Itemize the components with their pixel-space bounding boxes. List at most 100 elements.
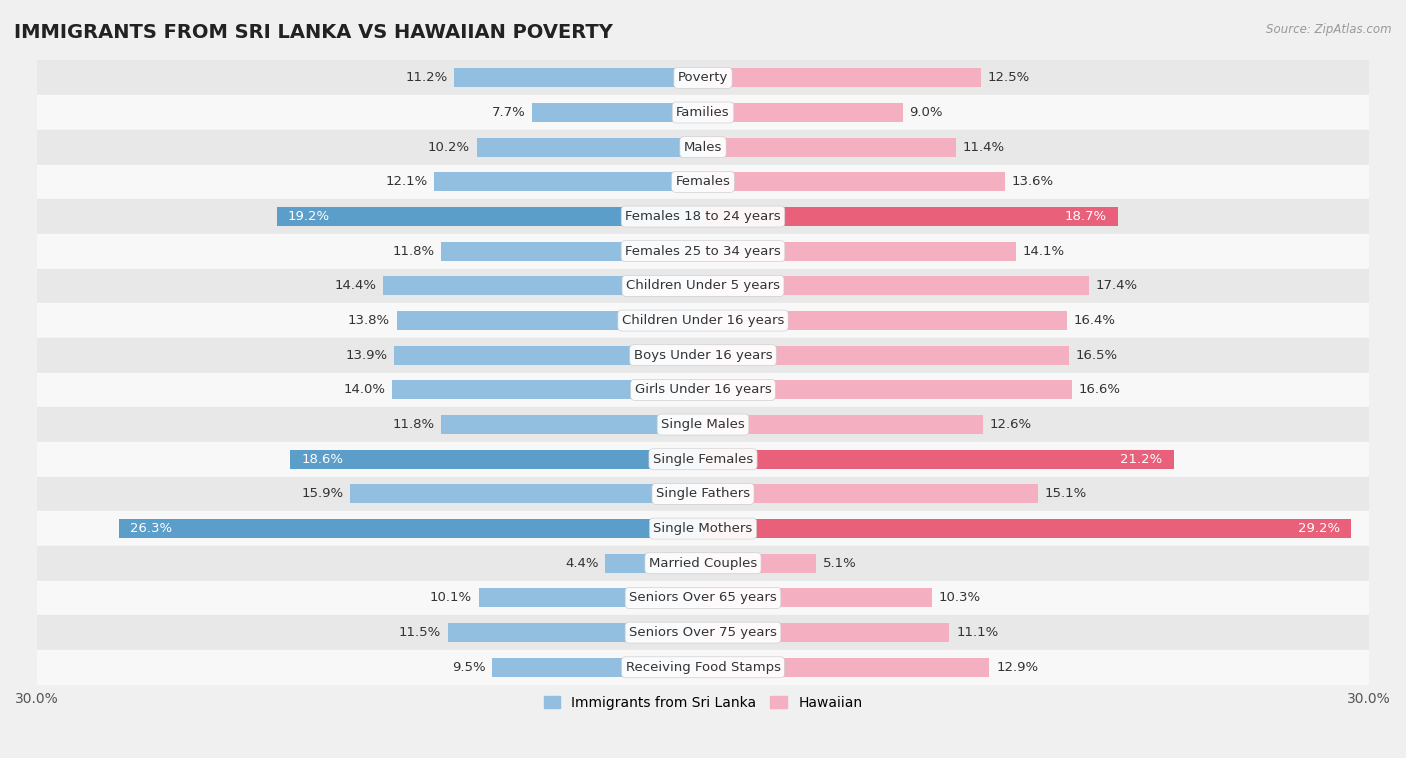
Text: 7.7%: 7.7% <box>492 106 526 119</box>
Bar <box>492 658 703 677</box>
Bar <box>37 615 1369 650</box>
Text: Poverty: Poverty <box>678 71 728 84</box>
Text: 21.2%: 21.2% <box>1121 453 1163 465</box>
Bar <box>120 519 703 538</box>
Text: Single Mothers: Single Mothers <box>654 522 752 535</box>
Text: 9.0%: 9.0% <box>910 106 943 119</box>
Bar <box>703 242 1017 261</box>
Text: Females 18 to 24 years: Females 18 to 24 years <box>626 210 780 223</box>
Bar <box>606 553 703 573</box>
Bar <box>396 311 703 330</box>
Text: 12.6%: 12.6% <box>990 418 1032 431</box>
Bar <box>703 277 1090 296</box>
Bar <box>703 138 956 157</box>
Bar <box>703 415 983 434</box>
Text: 15.1%: 15.1% <box>1045 487 1087 500</box>
Text: 14.1%: 14.1% <box>1022 245 1064 258</box>
Legend: Immigrants from Sri Lanka, Hawaiian: Immigrants from Sri Lanka, Hawaiian <box>538 690 868 715</box>
Bar <box>37 338 1369 372</box>
Text: 16.6%: 16.6% <box>1078 384 1121 396</box>
Bar <box>384 277 703 296</box>
Text: Single Males: Single Males <box>661 418 745 431</box>
Text: 4.4%: 4.4% <box>565 556 599 570</box>
Bar <box>703 484 1038 503</box>
Text: 11.8%: 11.8% <box>392 245 434 258</box>
Bar <box>477 138 703 157</box>
Bar <box>37 442 1369 477</box>
Text: 14.4%: 14.4% <box>335 280 377 293</box>
Text: 16.5%: 16.5% <box>1076 349 1118 362</box>
Text: 18.6%: 18.6% <box>301 453 343 465</box>
Text: Boys Under 16 years: Boys Under 16 years <box>634 349 772 362</box>
Text: 11.5%: 11.5% <box>399 626 441 639</box>
Bar <box>37 164 1369 199</box>
Text: Single Fathers: Single Fathers <box>657 487 749 500</box>
Text: Families: Families <box>676 106 730 119</box>
Text: 12.1%: 12.1% <box>385 175 427 188</box>
Text: 13.9%: 13.9% <box>346 349 388 362</box>
Text: Females 25 to 34 years: Females 25 to 34 years <box>626 245 780 258</box>
Bar <box>37 96 1369 130</box>
Text: Seniors Over 75 years: Seniors Over 75 years <box>628 626 778 639</box>
Bar <box>441 242 703 261</box>
Text: 15.9%: 15.9% <box>301 487 343 500</box>
Bar <box>703 68 980 87</box>
Bar <box>531 103 703 122</box>
Text: 10.1%: 10.1% <box>430 591 472 604</box>
Text: 19.2%: 19.2% <box>288 210 330 223</box>
Text: Single Females: Single Females <box>652 453 754 465</box>
Text: Children Under 5 years: Children Under 5 years <box>626 280 780 293</box>
Bar <box>703 519 1351 538</box>
Text: 11.8%: 11.8% <box>392 418 434 431</box>
Text: Males: Males <box>683 141 723 154</box>
Bar <box>703 553 817 573</box>
Bar <box>703 207 1118 226</box>
Bar <box>290 449 703 468</box>
Bar <box>37 581 1369 615</box>
Bar <box>37 268 1369 303</box>
Text: 14.0%: 14.0% <box>343 384 385 396</box>
Text: 16.4%: 16.4% <box>1074 314 1116 327</box>
Bar <box>37 650 1369 684</box>
Text: Girls Under 16 years: Girls Under 16 years <box>634 384 772 396</box>
Bar <box>703 449 1174 468</box>
Text: Seniors Over 65 years: Seniors Over 65 years <box>628 591 778 604</box>
Bar <box>37 303 1369 338</box>
Bar <box>37 234 1369 268</box>
Bar <box>277 207 703 226</box>
Bar <box>478 588 703 607</box>
Bar <box>447 623 703 642</box>
Text: 11.1%: 11.1% <box>956 626 998 639</box>
Bar <box>37 130 1369 164</box>
Text: 13.8%: 13.8% <box>347 314 389 327</box>
Bar <box>394 346 703 365</box>
Bar <box>37 407 1369 442</box>
Bar <box>703 658 990 677</box>
Text: 11.2%: 11.2% <box>405 71 447 84</box>
Bar <box>392 381 703 399</box>
Text: 10.2%: 10.2% <box>427 141 470 154</box>
Bar <box>454 68 703 87</box>
Bar <box>350 484 703 503</box>
Bar <box>434 172 703 191</box>
Bar <box>703 103 903 122</box>
Bar <box>37 372 1369 407</box>
Bar <box>703 346 1070 365</box>
Bar <box>703 311 1067 330</box>
Text: 29.2%: 29.2% <box>1298 522 1340 535</box>
Bar <box>703 588 932 607</box>
Text: Receiving Food Stamps: Receiving Food Stamps <box>626 661 780 674</box>
Bar <box>703 623 949 642</box>
Bar <box>37 199 1369 234</box>
Text: 18.7%: 18.7% <box>1064 210 1107 223</box>
Text: Children Under 16 years: Children Under 16 years <box>621 314 785 327</box>
Bar <box>703 381 1071 399</box>
Text: 10.3%: 10.3% <box>938 591 980 604</box>
Text: 9.5%: 9.5% <box>451 661 485 674</box>
Bar <box>703 172 1005 191</box>
Text: 5.1%: 5.1% <box>823 556 856 570</box>
Text: 12.5%: 12.5% <box>987 71 1029 84</box>
Text: Source: ZipAtlas.com: Source: ZipAtlas.com <box>1267 23 1392 36</box>
Text: 11.4%: 11.4% <box>963 141 1005 154</box>
Text: 13.6%: 13.6% <box>1012 175 1053 188</box>
